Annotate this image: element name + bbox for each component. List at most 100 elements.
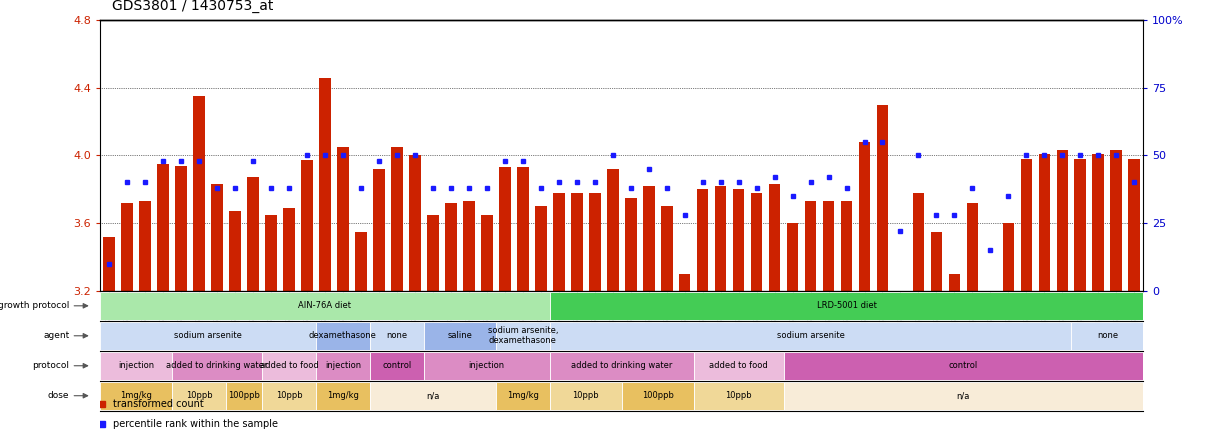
Bar: [100, 382, 172, 410]
Bar: [931, 232, 942, 291]
Text: agent: agent: [43, 331, 70, 340]
Bar: [643, 186, 655, 291]
Text: saline: saline: [447, 331, 473, 340]
Text: 10ppb: 10ppb: [186, 391, 212, 400]
Bar: [122, 203, 133, 291]
Bar: [262, 352, 316, 380]
Bar: [316, 322, 370, 350]
Bar: [104, 237, 115, 291]
Text: LRD-5001 diet: LRD-5001 diet: [816, 301, 877, 310]
Bar: [804, 201, 816, 291]
Bar: [1093, 154, 1105, 291]
Text: n/a: n/a: [426, 391, 439, 400]
Bar: [316, 382, 370, 410]
Bar: [679, 274, 691, 291]
Bar: [445, 203, 457, 291]
Bar: [370, 382, 496, 410]
Bar: [550, 322, 1071, 350]
Bar: [1071, 322, 1143, 350]
Bar: [370, 322, 423, 350]
Bar: [423, 352, 550, 380]
Bar: [697, 189, 708, 291]
Text: injection: injection: [469, 361, 505, 370]
Bar: [550, 352, 693, 380]
Bar: [966, 203, 978, 291]
Bar: [172, 382, 226, 410]
Bar: [355, 232, 367, 291]
Bar: [265, 214, 277, 291]
Bar: [822, 201, 835, 291]
Bar: [661, 206, 673, 291]
Bar: [100, 352, 172, 380]
Text: 100ppb: 100ppb: [228, 391, 260, 400]
Bar: [949, 274, 960, 291]
Text: none: none: [386, 331, 408, 340]
Bar: [423, 322, 496, 350]
Text: added to food: added to food: [709, 361, 768, 370]
Bar: [570, 193, 582, 291]
Bar: [751, 193, 762, 291]
Bar: [841, 201, 853, 291]
Bar: [1129, 159, 1140, 291]
Text: added to drinking water: added to drinking water: [166, 361, 268, 370]
Bar: [157, 164, 169, 291]
Bar: [302, 160, 312, 291]
Bar: [1075, 159, 1087, 291]
Text: injection: injection: [118, 361, 154, 370]
Bar: [427, 214, 439, 291]
Bar: [100, 322, 316, 350]
Bar: [100, 292, 550, 320]
Bar: [589, 193, 601, 291]
Bar: [336, 147, 349, 291]
Bar: [622, 382, 693, 410]
Bar: [768, 184, 780, 291]
Text: dose: dose: [48, 391, 70, 400]
Text: control: control: [949, 361, 978, 370]
Bar: [693, 352, 784, 380]
Bar: [391, 147, 403, 291]
Bar: [226, 382, 262, 410]
Bar: [370, 352, 423, 380]
Text: transformed count: transformed count: [113, 399, 204, 409]
Text: percentile rank within the sample: percentile rank within the sample: [113, 419, 277, 429]
Bar: [262, 382, 316, 410]
Text: added to food: added to food: [259, 361, 318, 370]
Bar: [784, 352, 1143, 380]
Text: 10ppb: 10ppb: [725, 391, 751, 400]
Text: added to drinking water: added to drinking water: [570, 361, 673, 370]
Bar: [139, 201, 151, 291]
Bar: [496, 382, 550, 410]
Text: GDS3801 / 1430753_at: GDS3801 / 1430753_at: [112, 0, 274, 13]
Bar: [175, 166, 187, 291]
Bar: [625, 198, 637, 291]
Text: none: none: [1096, 331, 1118, 340]
Bar: [535, 206, 546, 291]
Bar: [607, 169, 619, 291]
Text: AIN-76A diet: AIN-76A diet: [298, 301, 351, 310]
Bar: [733, 189, 744, 291]
Bar: [373, 169, 385, 291]
Bar: [320, 78, 330, 291]
Text: 1mg/kg: 1mg/kg: [507, 391, 539, 400]
Bar: [463, 201, 475, 291]
Text: 1mg/kg: 1mg/kg: [327, 391, 359, 400]
Text: 100ppb: 100ppb: [642, 391, 674, 400]
Bar: [229, 211, 241, 291]
Text: 1mg/kg: 1mg/kg: [121, 391, 152, 400]
Bar: [172, 352, 262, 380]
Bar: [1020, 159, 1032, 291]
Text: control: control: [382, 361, 411, 370]
Bar: [550, 382, 622, 410]
Bar: [481, 214, 492, 291]
Bar: [895, 291, 907, 294]
Text: protocol: protocol: [33, 361, 70, 370]
Text: 10ppb: 10ppb: [573, 391, 599, 400]
Bar: [877, 105, 889, 291]
Bar: [913, 193, 924, 291]
Text: injection: injection: [324, 361, 361, 370]
Bar: [1111, 151, 1122, 291]
Bar: [499, 167, 510, 291]
Bar: [693, 382, 784, 410]
Bar: [1056, 151, 1069, 291]
Text: sodium arsenite,
dexamethasone: sodium arsenite, dexamethasone: [487, 326, 558, 345]
